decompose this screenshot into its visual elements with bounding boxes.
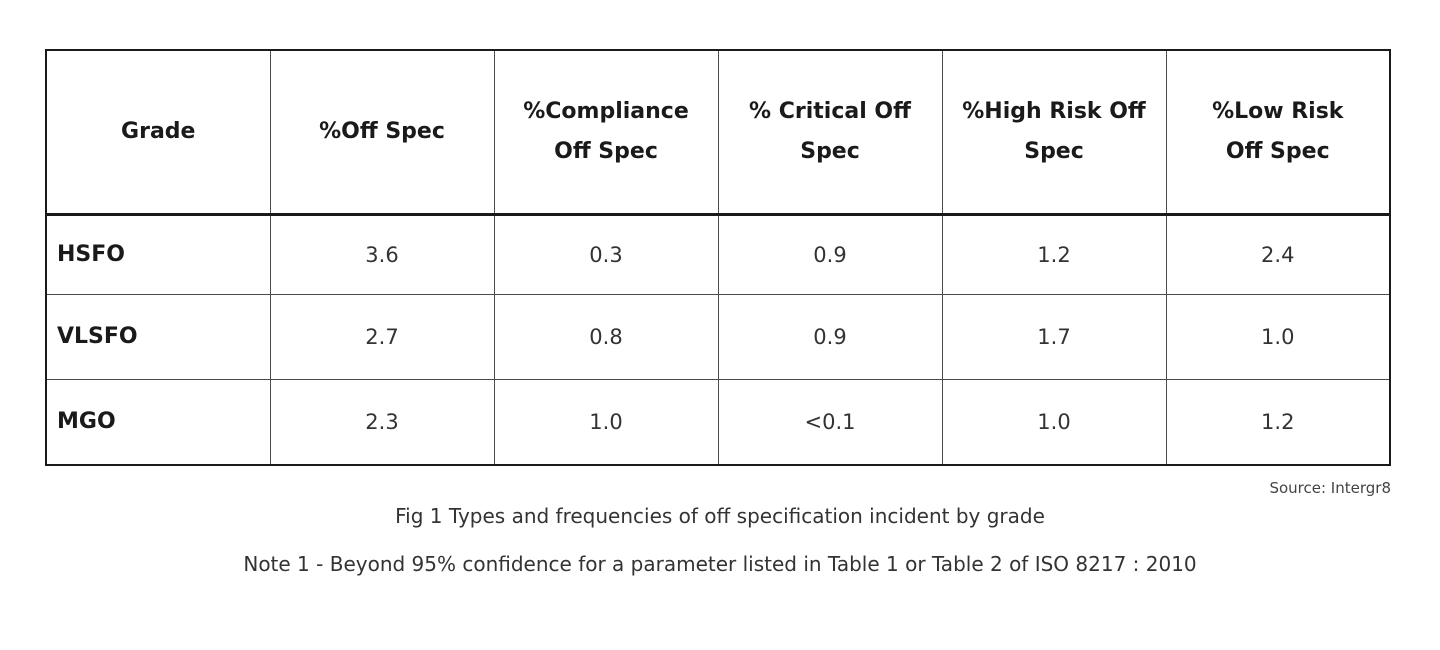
critical-off-spec-cell: <0.1: [717, 378, 943, 466]
grade-cell: HSFO: [45, 213, 271, 295]
figure-caption: Fig 1 Types and frequencies of off speci…: [395, 504, 1045, 528]
table-row: VLSFO 2.7 0.8 0.9 1.7 1.0: [45, 293, 1391, 380]
header-compliance-off-spec: %Compliance Off Spec: [493, 49, 719, 216]
low-risk-off-spec-cell: 2.4: [1165, 213, 1391, 295]
off-spec-cell: 2.3: [269, 378, 495, 466]
header-off-spec: %Off Spec: [269, 49, 495, 216]
header-low-risk-line-1: %Low Risk: [1212, 98, 1344, 124]
header-compliance-line-2: Off Spec: [554, 138, 658, 164]
header-grade-line-1: Grade: [121, 118, 196, 144]
high-risk-off-spec-cell: 1.2: [941, 213, 1167, 295]
off-spec-cell: 3.6: [269, 213, 495, 295]
grade-cell: MGO: [45, 378, 271, 466]
header-high-risk-off-spec: %High Risk Off Spec: [941, 49, 1167, 216]
low-risk-off-spec-cell: 1.2: [1165, 378, 1391, 466]
header-off-spec-line-1: %Off Spec: [319, 118, 445, 144]
critical-off-spec-cell: 0.9: [717, 293, 943, 380]
low-risk-off-spec-cell: 1.0: [1165, 293, 1391, 380]
off-spec-table: Grade %Off Spec %Compliance Off Spec % C…: [45, 49, 1391, 466]
critical-off-spec-cell: 0.9: [717, 213, 943, 295]
compliance-off-spec-cell: 0.8: [493, 293, 719, 380]
header-critical-off-spec: % Critical Off Spec: [717, 49, 943, 216]
header-grade: Grade: [45, 49, 271, 216]
table-note: Note 1 - Beyond 95% confidence for a par…: [243, 552, 1197, 576]
header-high-risk-line-2: Spec: [1024, 138, 1084, 164]
header-high-risk-line-1: %High Risk Off: [962, 98, 1146, 124]
compliance-off-spec-cell: 0.3: [493, 213, 719, 295]
table-row: HSFO 3.6 0.3 0.9 1.2 2.4: [45, 213, 1391, 295]
header-low-risk-line-2: Off Spec: [1225, 138, 1330, 164]
header-compliance-line-1: %Compliance: [523, 98, 689, 124]
off-spec-cell: 2.7: [269, 293, 495, 380]
header-critical-line-1: % Critical Off: [749, 98, 911, 124]
source-credit: Source: Intergr8: [1269, 479, 1391, 497]
compliance-off-spec-cell: 1.0: [493, 378, 719, 466]
header-low-risk-off-spec: %Low Risk Off Spec: [1165, 49, 1391, 216]
table-header-row: Grade %Off Spec %Compliance Off Spec % C…: [45, 49, 1391, 216]
high-risk-off-spec-cell: 1.0: [941, 378, 1167, 466]
grade-cell: VLSFO: [45, 293, 271, 380]
high-risk-off-spec-cell: 1.7: [941, 293, 1167, 380]
header-critical-line-2: Spec: [800, 138, 860, 164]
table-row: MGO 2.3 1.0 <0.1 1.0 1.2: [45, 378, 1391, 466]
